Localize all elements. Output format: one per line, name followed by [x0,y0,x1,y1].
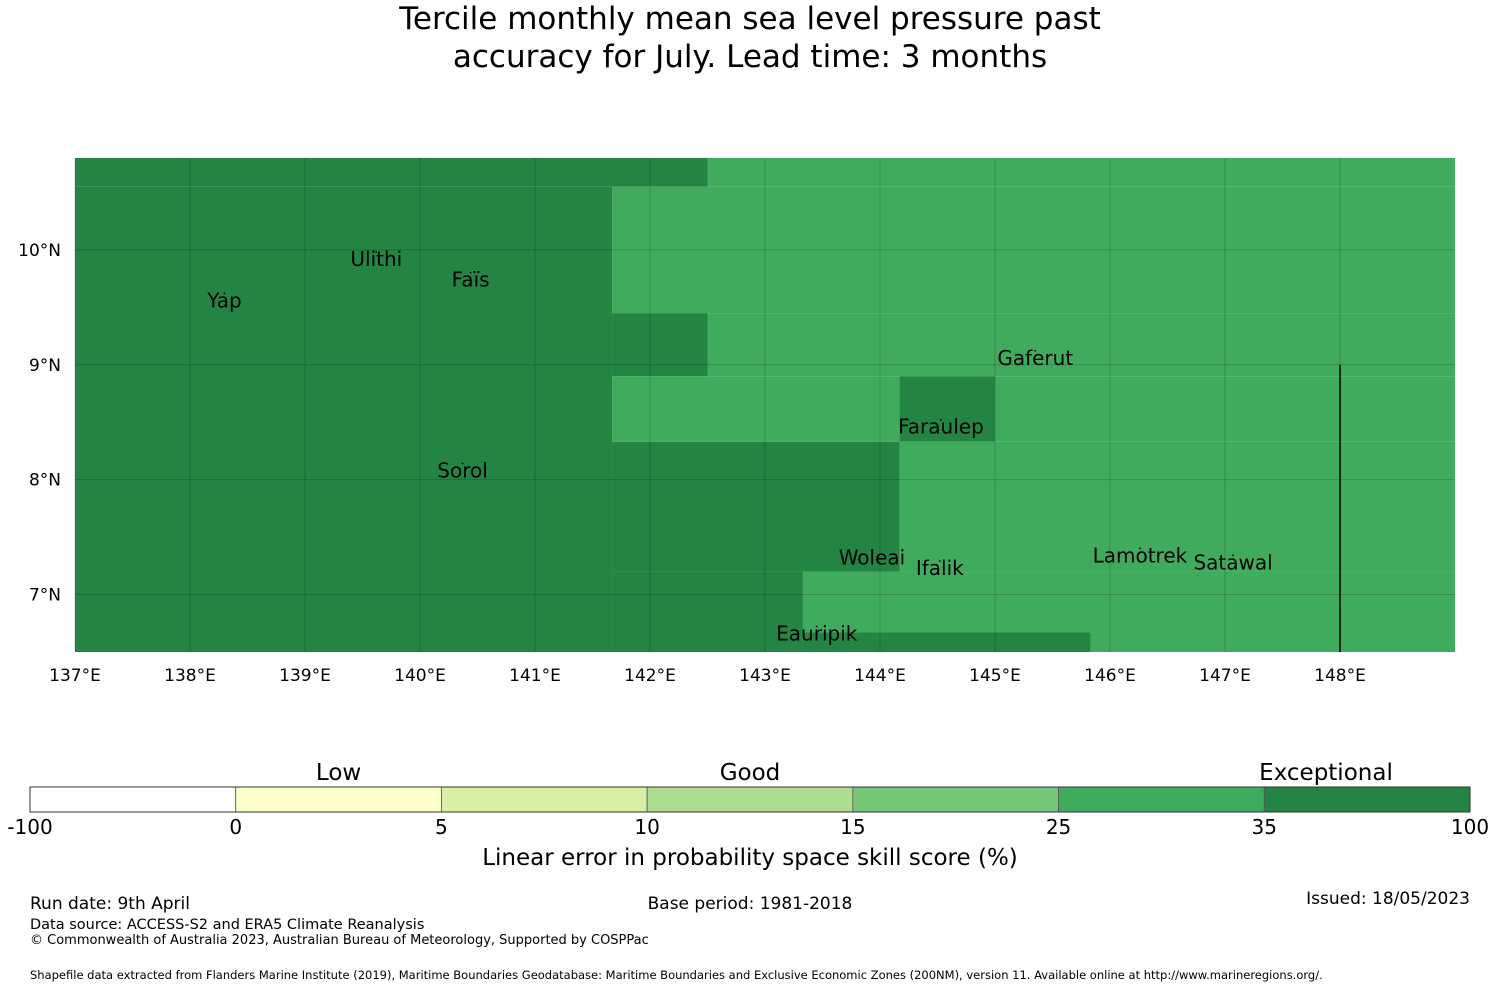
place-label: Woleai [839,546,906,570]
place-label: Ulithi [350,247,402,271]
colorbar-tick-label: 10 [634,815,660,839]
map-title: Tercile monthly mean sea level pressure … [0,0,1500,76]
lon-tick-label: 143°E [739,666,791,686]
colorbar-tick-label: 5 [435,815,448,839]
colorbar-tick-label: 0 [229,815,243,839]
skill-region-12 [802,571,1455,633]
skill-region-8 [995,376,1455,442]
base-period: Base period: 1981-2018 [647,894,853,914]
skill-region-13 [802,632,1091,652]
skill-region-2 [75,186,613,652]
skill-region-7 [899,376,995,442]
lat-tick-label: 9°N [29,356,61,376]
data-source: Data source: ACCESS-S2 and ERA5 Climate … [30,917,425,933]
island-marker [1034,349,1037,352]
place-label: Ifalik [916,556,964,580]
lon-tick-label: 144°E [854,666,906,686]
colorbar-label: Linear error in probability space skill … [482,845,1018,871]
lat-tick-label: 7°N [29,586,61,606]
colorbar [29,786,1471,813]
island-marker [375,251,378,253]
title-line-1: Tercile monthly mean sea level pressure … [399,1,1101,37]
lon-tick-labels: 137°E 138°E 139°E 140°E 141°E 142°E 143°E 144°E… [49,666,1366,686]
skill-region-6 [612,376,900,442]
skill-region-11 [612,571,803,652]
island-marker [461,462,464,465]
island-marker [223,292,226,295]
colorbar-bin [29,786,237,813]
lon-tick-label: 140°E [394,666,446,686]
colorbar-tick-label: -100 [7,815,53,839]
place-label: Satawal [1193,550,1272,574]
colorbar-bin [852,786,1059,813]
lon-tick-label: 145°E [969,666,1021,686]
colorbar-bin [441,786,648,813]
place-label: Lamotrek [1093,543,1188,567]
lat-tick-labels: 7°N 8°N 9°N 10°N [18,241,61,606]
lon-tick-label: 139°E [279,666,331,686]
skill-region-10 [899,441,1455,572]
skill-region-14 [1090,632,1455,652]
run-date: Run date: 9th April [30,894,190,914]
skill-region-3 [612,186,1455,314]
colorbar-bin [1058,786,1265,813]
lon-tick-label: 142°E [624,666,676,686]
island-marker [815,625,818,628]
colorbar-bin [235,786,442,813]
skill-region-9 [612,441,900,572]
skill-region-1 [707,158,1455,187]
place-label: Yap [206,288,241,312]
place-label: Faïs [452,268,490,292]
shapefile-credit: Shapefile data extracted from Flanders M… [30,968,1323,982]
lon-tick-label: 138°E [164,666,216,686]
colorbar-tick-label: 25 [1045,815,1072,839]
lon-tick-label: 137°E [49,666,101,686]
skill-region-5 [707,313,1455,377]
lon-tick-label: 147°E [1199,666,1251,686]
title-line-2: accuracy for July. Lead time: 3 months [452,39,1048,75]
island-marker [940,418,942,421]
colorbar-category-exceptional: Exceptional [1259,760,1393,786]
island-marker [938,560,941,562]
skill-region-0 [75,158,708,187]
colorbar-category-good: Good [719,760,781,786]
copyright: © Commonwealth of Australia 2023, Austra… [30,933,649,948]
lon-tick-label: 141°E [509,666,561,686]
colorbar-bin [1263,786,1471,813]
skill-regions [75,158,1455,652]
issued-date: Issued: 18/05/2023 [1306,889,1470,909]
colorbar-frame [29,786,1471,813]
lon-tick-label: 146°E [1084,666,1136,686]
colorbar-category-low: Low [315,760,362,786]
lat-tick-label: 10°N [18,241,61,261]
lat-tick-label: 8°N [29,471,61,491]
lon-tick-label: 148°E [1314,666,1366,686]
colorbar-bin [646,786,854,813]
place-labels: Yap Ulithi Faïs Gaferut Faraulep Sorol Woleai I… [206,247,1272,646]
colorbar-tick-label: 35 [1251,815,1278,839]
island-marker [1232,554,1234,557]
island-marker [1139,547,1141,550]
place-label: Gaferut [997,346,1073,370]
place-label: Faraulep [898,415,984,439]
colorbar-tick-label: 15 [840,815,866,839]
place-label: Sorol [437,458,488,482]
island-marker [871,549,873,552]
place-label: Eauripik [776,622,858,646]
skill-region-4 [612,313,708,377]
island-marker [469,271,472,274]
colorbar-tick-label: 100 [1450,815,1490,839]
